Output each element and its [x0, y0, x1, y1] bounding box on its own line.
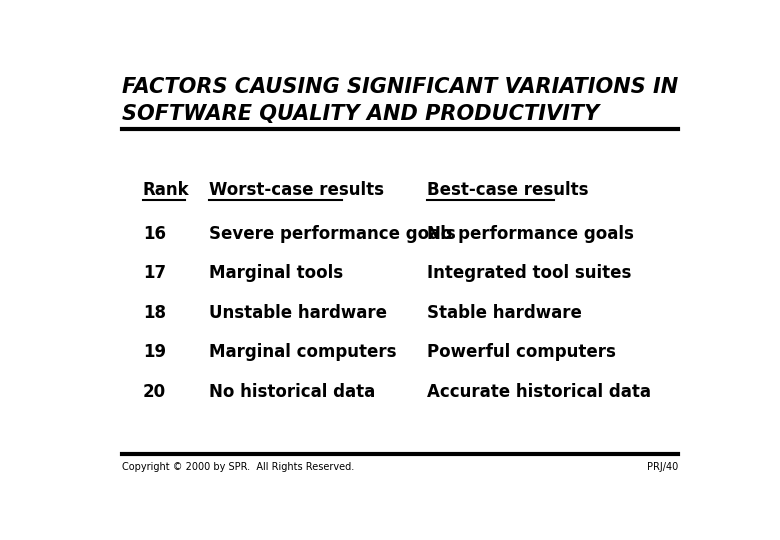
Text: Integrated tool suites: Integrated tool suites — [427, 265, 631, 282]
Text: 17: 17 — [143, 265, 166, 282]
Text: PRJ/40: PRJ/40 — [647, 462, 678, 472]
Text: Best-case results: Best-case results — [427, 181, 588, 199]
Text: 18: 18 — [143, 304, 166, 322]
Text: 16: 16 — [143, 225, 166, 243]
Text: Rank: Rank — [143, 181, 190, 199]
Text: Copyright © 2000 by SPR.  All Rights Reserved.: Copyright © 2000 by SPR. All Rights Rese… — [122, 462, 354, 472]
Text: Powerful computers: Powerful computers — [427, 343, 616, 361]
Text: 19: 19 — [143, 343, 166, 361]
Text: Marginal computers: Marginal computers — [209, 343, 397, 361]
Text: No historical data: No historical data — [209, 383, 376, 401]
Text: SOFTWARE QUALITY AND PRODUCTIVITY: SOFTWARE QUALITY AND PRODUCTIVITY — [122, 104, 599, 124]
Text: Stable hardware: Stable hardware — [427, 304, 582, 322]
Text: FACTORS CAUSING SIGNIFICANT VARIATIONS IN: FACTORS CAUSING SIGNIFICANT VARIATIONS I… — [122, 77, 678, 97]
Text: Unstable hardware: Unstable hardware — [209, 304, 388, 322]
Text: Accurate historical data: Accurate historical data — [427, 383, 651, 401]
Text: Marginal tools: Marginal tools — [209, 265, 343, 282]
Text: 20: 20 — [143, 383, 166, 401]
Text: No performance goals: No performance goals — [427, 225, 634, 243]
Text: Severe performance goals: Severe performance goals — [209, 225, 456, 243]
Text: Worst-case results: Worst-case results — [209, 181, 385, 199]
